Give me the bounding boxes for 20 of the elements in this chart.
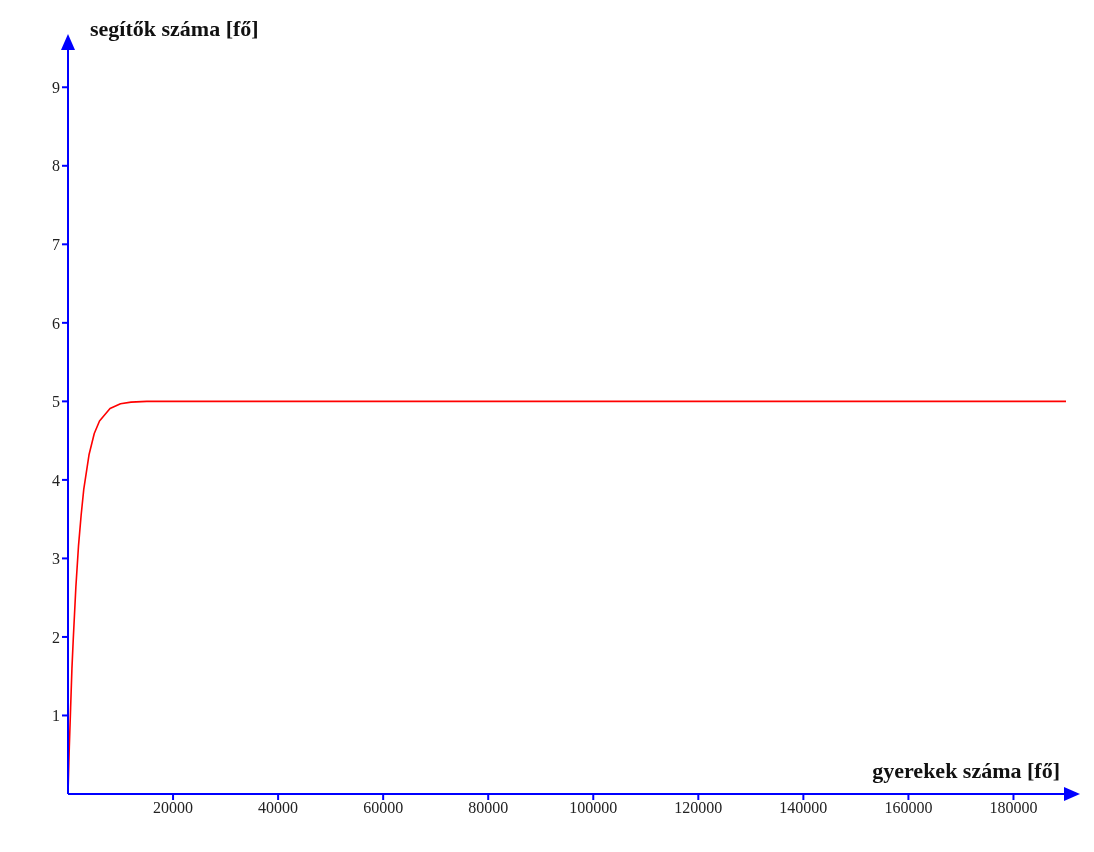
y-tick-label: 8 [52, 157, 60, 175]
y-tick-label: 7 [52, 236, 60, 253]
x-tick-label: 60000 [363, 799, 404, 817]
x-tick-label: 120000 [674, 799, 723, 817]
y-tick-label: 1 [52, 707, 60, 725]
y-tick-label: 9 [52, 78, 60, 96]
y-tick-label: 6 [52, 314, 60, 332]
y-axis-title: segítők száma [fő] [90, 16, 259, 42]
y-tick-label: 2 [52, 628, 60, 646]
x-tick-label: 100000 [569, 799, 618, 817]
x-tick-label: 180000 [989, 799, 1038, 817]
x-axis-title: gyerekek száma [fő] [872, 758, 1060, 784]
y-tick-label: 5 [52, 393, 60, 411]
x-tick-label: 40000 [258, 799, 299, 817]
y-tick-label: 3 [52, 550, 60, 568]
x-tick-label: 80000 [468, 799, 509, 817]
x-tick-label: 20000 [153, 799, 194, 817]
y-tick-label: 4 [52, 471, 60, 489]
x-tick-label: 140000 [779, 799, 828, 817]
x-tick-label: 160000 [884, 799, 933, 817]
